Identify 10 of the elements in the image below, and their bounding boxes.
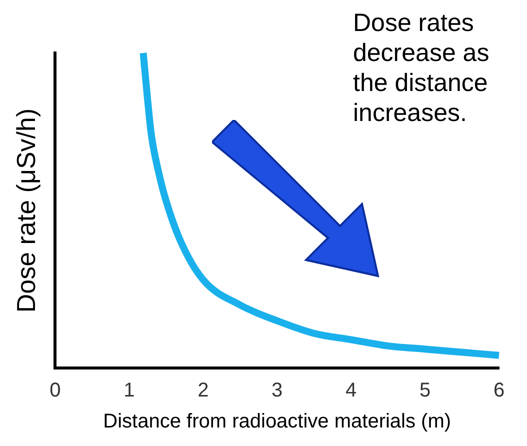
x-tick-label: 4 [346, 380, 357, 402]
annotation: Dose rates decrease as the distance increases. [353, 8, 490, 128]
x-tick-label: 5 [419, 380, 431, 402]
x-tick-label: 6 [493, 380, 505, 402]
y-axis-title: Dose rate (μSv/h) [10, 108, 41, 313]
x-tick-label: 3 [272, 380, 283, 402]
x-tick-label: 2 [198, 380, 209, 402]
x-tick-label: 0 [50, 380, 61, 402]
x-axis-title: Distance from radioactive materials (m) [103, 410, 452, 433]
x-tick-label: 1 [124, 380, 135, 402]
